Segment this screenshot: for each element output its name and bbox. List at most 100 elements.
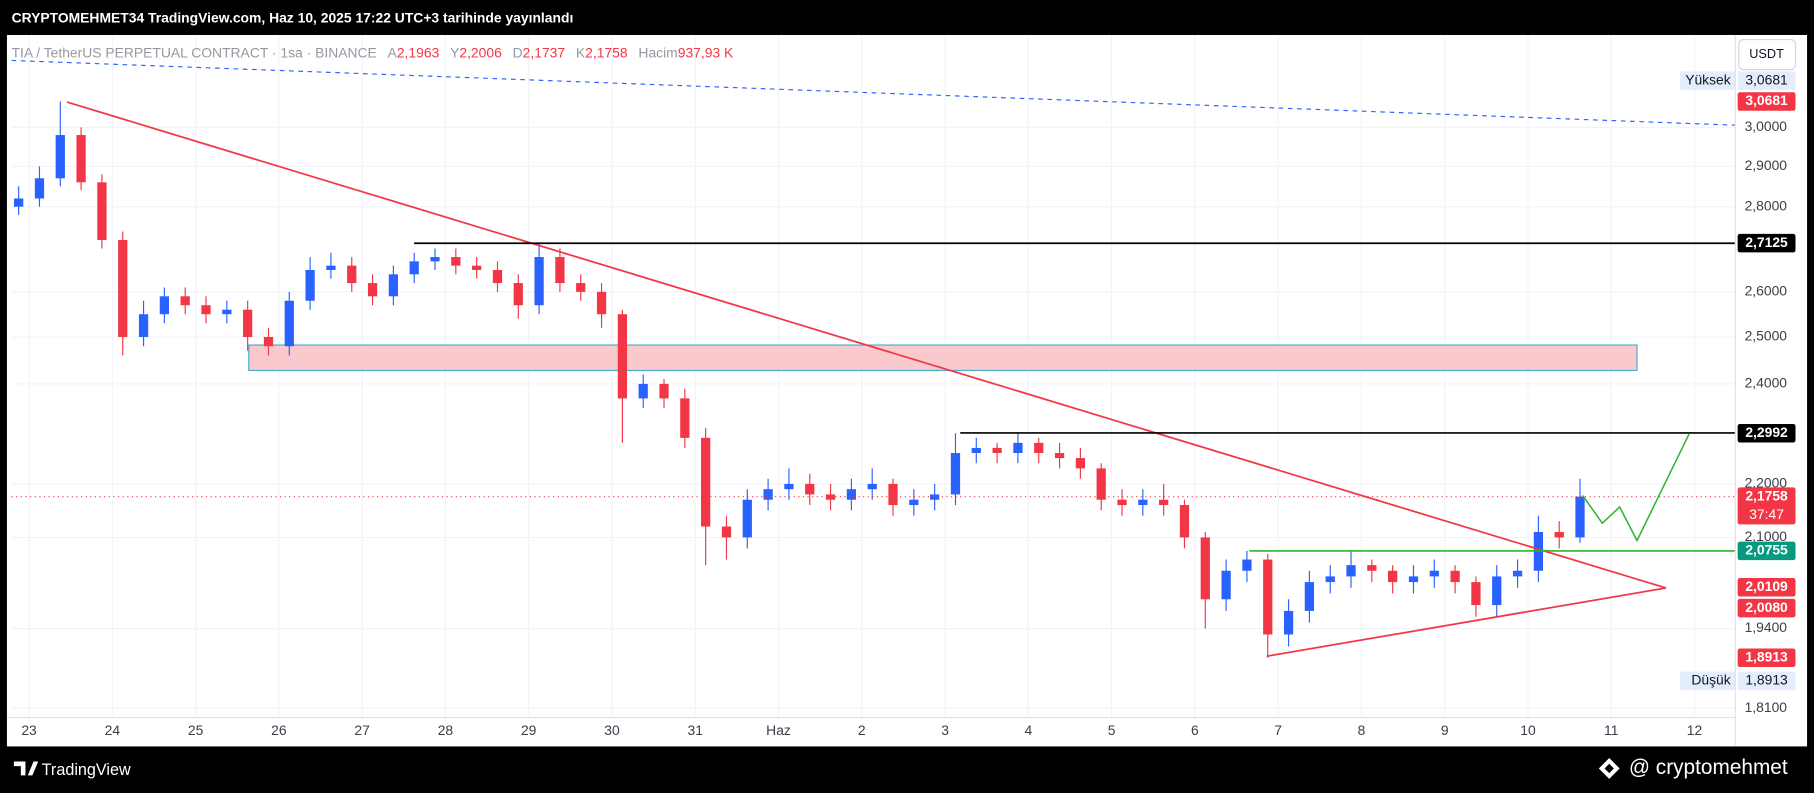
candle-body	[805, 483, 815, 495]
descending-trendline	[66, 101, 1667, 589]
price-tag	[1737, 487, 1796, 525]
y-tick-label: 2,9000	[1745, 157, 1788, 173]
candle-body	[638, 383, 648, 399]
x-tick-label: 31	[688, 722, 704, 738]
x-tick-label: 29	[521, 722, 537, 738]
x-tick-label: 4	[1024, 722, 1032, 738]
brand-logo	[13, 761, 39, 776]
x-tick-label: 2	[858, 722, 866, 738]
candle-body	[305, 269, 315, 301]
x-tick-label: 5	[1108, 722, 1116, 738]
candle-body	[1325, 576, 1335, 583]
candle-body	[513, 283, 523, 306]
candle-body	[492, 269, 503, 284]
candle-body	[201, 305, 211, 315]
candle-body	[846, 489, 857, 500]
candle-body	[1075, 458, 1086, 469]
candle-body	[222, 309, 232, 315]
extreme-name: Yüksek	[1685, 71, 1731, 87]
extreme-pill	[1679, 71, 1736, 90]
x-tick-label: 25	[188, 722, 204, 738]
y-tick-label: 2,5000	[1745, 328, 1788, 344]
candle-body	[1159, 499, 1169, 506]
candle-body	[930, 494, 940, 500]
y-tick-label: 2,8000	[1745, 197, 1788, 213]
candle-body	[472, 265, 482, 270]
volume-key: Hacim	[638, 44, 677, 60]
x-tick-label: 30	[604, 722, 620, 738]
x-tick-label: 9	[1441, 722, 1449, 738]
ohlc-value: 2,1737	[523, 44, 566, 60]
candle-body	[1263, 559, 1273, 635]
price-tag	[1737, 233, 1796, 253]
candle-body	[1575, 496, 1585, 538]
candle-body	[617, 314, 628, 399]
candle-body	[1242, 559, 1252, 571]
candle-body	[1450, 570, 1460, 583]
ohlc-value: 2,1758	[585, 44, 628, 60]
price-tag	[1737, 92, 1796, 111]
candle-body	[1013, 442, 1023, 454]
currency[interactable]: USDT	[1749, 46, 1784, 61]
y-tick-label: 2,6000	[1745, 283, 1788, 299]
ohlc-value: 2,2006	[459, 44, 502, 60]
price-tag-label: 2,0109	[1745, 578, 1788, 594]
candle-body	[555, 257, 565, 284]
candle-body	[721, 526, 732, 538]
grid	[11, 34, 1736, 718]
price-tag	[1737, 578, 1796, 597]
candle-body	[388, 274, 399, 297]
candle-body	[55, 135, 65, 179]
candle-body	[1471, 582, 1481, 606]
candle-body	[1429, 570, 1439, 577]
candle-body	[14, 198, 24, 207]
volume-value: 937,93 K	[678, 44, 734, 60]
x-tick-label: 23	[21, 722, 37, 738]
ascending-trendline	[1266, 587, 1667, 658]
long-trendline	[11, 59, 1736, 126]
x-tick-label: 27	[354, 722, 370, 738]
candle-body	[159, 296, 170, 315]
symbol: TIA / TetherUS PERPETUAL CONTRACT · 1sa …	[12, 44, 377, 60]
candle-body	[701, 437, 711, 527]
candle-body	[243, 309, 253, 337]
x-tick-label: 12	[1687, 722, 1703, 738]
candle-body	[1388, 570, 1398, 583]
price-tag	[1737, 541, 1796, 561]
candle-body	[1408, 576, 1419, 583]
chart-area	[6, 34, 1808, 747]
currency-button[interactable]	[1738, 39, 1797, 71]
y-tick-label: 1,8100	[1745, 699, 1788, 715]
ohlc-key: Y	[450, 44, 459, 60]
extreme-pill	[1679, 671, 1736, 691]
x-tick-label: 7	[1274, 722, 1282, 738]
candle-body	[867, 483, 877, 490]
published-note: CRYPTOMEHMET34 TradingView.com, Haz 10, …	[12, 9, 574, 25]
price-tag-label: 3,0681	[1745, 92, 1788, 108]
candle-body	[326, 265, 336, 270]
price-tag-label: 2,1758	[1745, 487, 1788, 503]
y-tick-label: 2,1000	[1745, 528, 1788, 544]
candle-body	[1304, 582, 1315, 611]
candle-body	[680, 398, 690, 438]
candle-body	[284, 300, 294, 347]
candle-body	[367, 283, 378, 297]
candle-body	[825, 494, 836, 500]
extreme-value: 1,8913	[1745, 672, 1788, 688]
countdown: 37:47	[1749, 506, 1784, 522]
price-tag-label: 2,2992	[1745, 424, 1788, 440]
price-tag	[1737, 648, 1796, 668]
candle-body	[97, 182, 107, 241]
extreme-value-pill	[1737, 671, 1796, 691]
x-tick-label: 3	[941, 722, 949, 738]
projection-path	[1582, 433, 1690, 543]
candle-body	[1492, 576, 1502, 606]
candle-body	[1179, 505, 1190, 538]
overlay: 3,0000 2,9000 2,8000 2,6000 2,5000 2,4000 2,20…	[11, 71, 1796, 738]
candle-body	[1283, 610, 1294, 635]
candle-body	[1054, 453, 1065, 459]
candle-body	[263, 336, 274, 347]
candle-body	[1138, 499, 1148, 506]
y-tick-label: 2,2000	[1745, 475, 1788, 491]
